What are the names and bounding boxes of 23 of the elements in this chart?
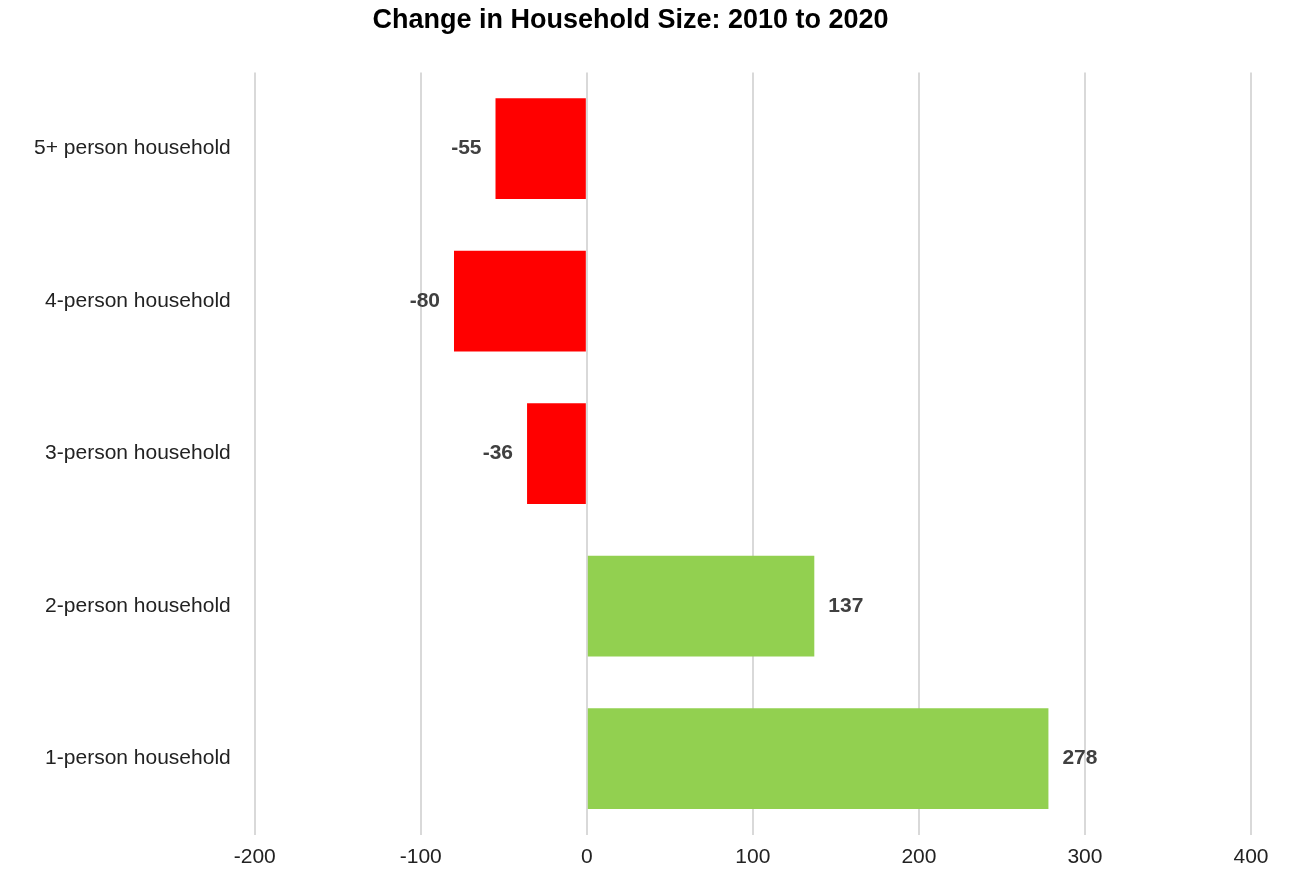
y-tick-label: 5+ person household [33,135,231,159]
y-tick-label: 2-person household [45,592,231,616]
bar [453,250,586,352]
data-label: -36 [482,440,514,464]
x-tick-label: -200 [233,844,276,868]
chart-title: Change in Household Size: 2010 to 2020 [372,3,889,34]
data-label: -80 [409,287,440,311]
bar [587,555,815,657]
x-tick-label: 100 [735,844,771,868]
bar [527,403,586,504]
data-label: -55 [451,135,482,159]
x-tick-label: 200 [901,844,937,868]
x-tick-label: 300 [1067,844,1103,868]
y-tick-label: 4-person household [45,287,231,311]
y-tick-label: 1-person household [45,745,231,769]
bar [587,708,1049,809]
bar [495,98,586,199]
data-label: 278 [1062,745,1098,769]
data-label: 137 [828,592,864,616]
x-tick-label: 0 [580,844,593,868]
x-tick-label: -100 [399,844,442,868]
x-tick-label: 400 [1233,844,1269,868]
y-tick-label: 3-person household [45,440,231,464]
